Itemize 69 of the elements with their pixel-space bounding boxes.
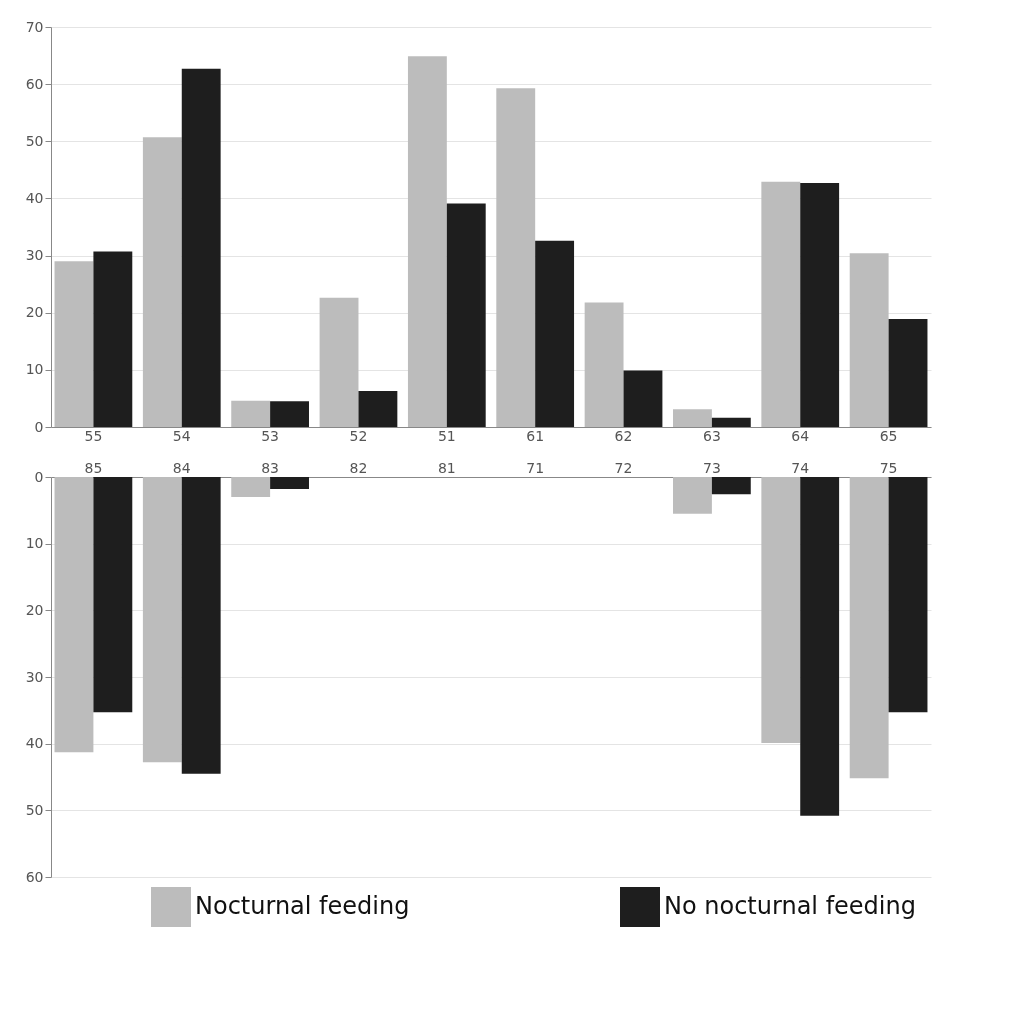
bar [270, 477, 309, 489]
x-tick-label: 84 [172, 459, 191, 476]
x-tick-label: 62 [614, 427, 633, 444]
y-tick-label: 70 [25, 18, 44, 35]
y-tick-label: 0 [34, 418, 44, 435]
bar [849, 477, 889, 779]
x-tick-label: 71 [526, 459, 545, 476]
y-tick-label: 10 [25, 361, 44, 378]
x-tick-label: 73 [702, 459, 721, 476]
y-tick-label: 30 [25, 247, 44, 264]
bar [270, 401, 309, 427]
x-tick-label: 51 [437, 427, 456, 444]
bar [54, 261, 94, 427]
bar [407, 56, 447, 427]
x-tick-label: 75 [879, 459, 898, 476]
y-tick-label: 10 [25, 535, 44, 552]
bar [761, 477, 801, 743]
y-tick-label: 60 [25, 75, 44, 92]
x-tick-label: 65 [879, 427, 898, 444]
y-tick-label: 30 [25, 668, 44, 685]
bar [93, 477, 133, 713]
y-tick-label: 20 [25, 601, 44, 618]
x-tick-label: 54 [172, 427, 191, 444]
y-tick-label: 20 [25, 304, 44, 321]
x-tick-label: 83 [261, 459, 280, 476]
y-tick-label: 50 [25, 132, 44, 149]
bar [181, 477, 221, 774]
bar [800, 183, 840, 427]
legend-label: Nocturnal feeding [195, 892, 410, 920]
bar [319, 297, 359, 427]
bar [761, 181, 801, 427]
bar [888, 477, 928, 713]
bar [231, 400, 271, 427]
x-tick-label: 81 [437, 459, 456, 476]
y-tick-label: 0 [34, 468, 44, 485]
bar [623, 370, 663, 427]
x-tick-label: 52 [349, 427, 368, 444]
y-tick-label: 50 [25, 801, 44, 818]
bar [142, 137, 182, 427]
x-tick-label: 55 [84, 427, 103, 444]
x-tick-label: 72 [614, 459, 633, 476]
bar [584, 302, 624, 427]
x-tick-label: 53 [261, 427, 280, 444]
bar [800, 477, 840, 816]
bar [673, 409, 712, 427]
bar [496, 88, 536, 427]
x-tick-label: 64 [791, 427, 810, 444]
bar [711, 477, 751, 495]
bar [231, 477, 271, 497]
y-tick-label: 40 [25, 189, 44, 206]
bar [888, 319, 928, 427]
bar [54, 477, 94, 753]
x-tick-label: 61 [526, 427, 545, 444]
x-tick-label: 63 [702, 427, 721, 444]
x-tick-label: 82 [349, 459, 368, 476]
legend-label: No nocturnal feeding [664, 892, 916, 920]
bar [446, 203, 486, 427]
bar [711, 417, 751, 427]
bar [142, 477, 182, 763]
bar [358, 391, 398, 427]
bar [93, 251, 133, 427]
x-tick-label: 85 [84, 459, 103, 476]
x-tick-label: 74 [791, 459, 810, 476]
bar [535, 240, 575, 427]
y-tick-label: 40 [25, 735, 44, 752]
y-tick-label: 60 [25, 868, 44, 885]
bar [181, 68, 221, 427]
bar [673, 477, 712, 514]
bar [849, 253, 889, 427]
